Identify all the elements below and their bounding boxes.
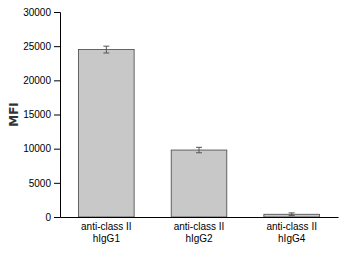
x-tick-label-line: anti-class II bbox=[81, 221, 132, 232]
x-axis: anti-class IIhIgG1anti-class IIhIgG2anti… bbox=[61, 218, 339, 244]
x-tick-label-line: hIgG4 bbox=[278, 233, 306, 244]
y-tick: 30000 bbox=[23, 7, 60, 18]
y-tick-label: 20000 bbox=[23, 75, 51, 86]
y-tick-mark bbox=[54, 80, 60, 81]
x-tick: anti-class IIhIgG4 bbox=[266, 221, 317, 244]
error-bar bbox=[103, 46, 109, 53]
y-tick: 25000 bbox=[23, 41, 60, 52]
x-tick-label: anti-class IIhIgG1 bbox=[81, 221, 132, 244]
error-bar-stem bbox=[106, 46, 107, 53]
y-tick: 10000 bbox=[23, 143, 60, 154]
y-axis-title: MFI bbox=[7, 102, 21, 127]
y-tick-mark bbox=[54, 12, 60, 13]
error-bar-stem bbox=[199, 147, 200, 152]
error-bar-cap bbox=[289, 212, 295, 213]
y-tick-label: 30000 bbox=[23, 7, 51, 18]
y-tick: 20000 bbox=[23, 75, 60, 86]
error-bar bbox=[289, 213, 295, 216]
x-tick: anti-class IIhIgG2 bbox=[174, 221, 225, 244]
y-tick-mark bbox=[54, 115, 60, 116]
y-tick-label: 0 bbox=[45, 212, 51, 223]
marks bbox=[79, 46, 320, 217]
error-bar-cap bbox=[289, 215, 295, 216]
y-tick-mark bbox=[54, 149, 60, 150]
y-tick-mark bbox=[54, 46, 60, 47]
y-tick: 5000 bbox=[29, 178, 60, 189]
y-tick-label: 10000 bbox=[23, 143, 51, 154]
x-tick-label-line: hIgG2 bbox=[185, 233, 213, 244]
y-tick-label: 15000 bbox=[23, 109, 51, 120]
bar bbox=[171, 150, 227, 217]
y-tick-mark bbox=[54, 217, 60, 218]
plot: 0 5000 10000 15000 20000 25000 30000 anti-class… bbox=[23, 7, 338, 244]
bar bbox=[79, 50, 135, 217]
error-bar bbox=[196, 147, 202, 152]
x-tick-label: anti-class IIhIgG4 bbox=[266, 221, 317, 244]
y-tick: 0 bbox=[45, 212, 60, 223]
error-bar-cap bbox=[103, 46, 109, 47]
x-tick: anti-class IIhIgG1 bbox=[81, 221, 132, 244]
y-tick-mark bbox=[54, 183, 60, 184]
error-bar-cap bbox=[196, 152, 202, 153]
error-bar-cap bbox=[103, 53, 109, 54]
x-tick-label-line: anti-class II bbox=[174, 221, 225, 232]
y-tick-label: 25000 bbox=[23, 41, 51, 52]
error-bar-cap bbox=[196, 147, 202, 148]
y-axis: 0 5000 10000 15000 20000 25000 30000 bbox=[23, 7, 60, 223]
chart: 0 5000 10000 15000 20000 25000 30000 anti-class… bbox=[0, 0, 350, 257]
y-tick: 15000 bbox=[23, 109, 60, 120]
x-axis-line bbox=[61, 217, 339, 218]
x-tick-label-line: anti-class II bbox=[266, 221, 317, 232]
y-tick-label: 5000 bbox=[29, 178, 52, 189]
x-tick-label-line: hIgG1 bbox=[93, 233, 121, 244]
x-tick-label: anti-class IIhIgG2 bbox=[174, 221, 225, 244]
y-axis-line bbox=[54, 13, 61, 218]
